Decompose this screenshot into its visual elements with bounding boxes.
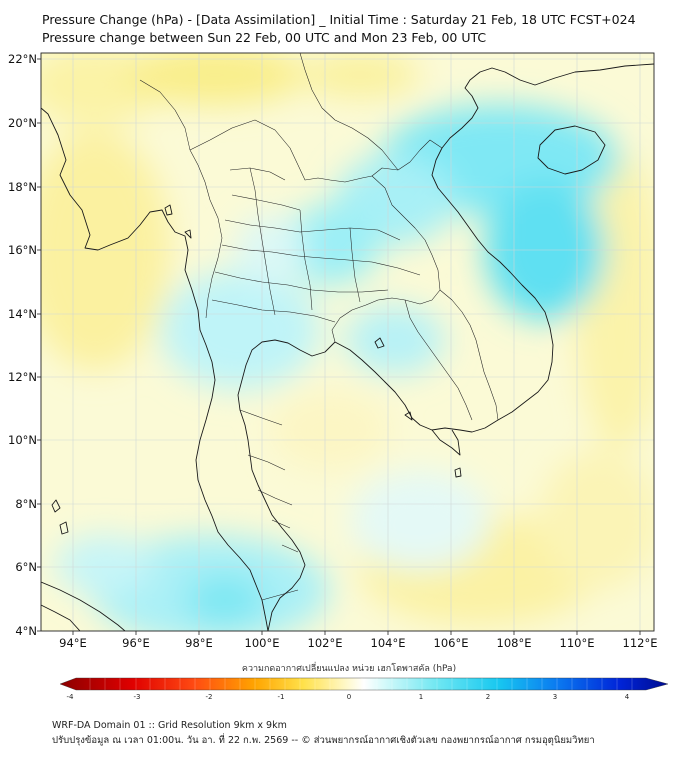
- lat-label: 20°N: [8, 116, 37, 130]
- colorbar-tick: -1: [278, 693, 285, 701]
- lon-label: 112°E: [623, 636, 658, 650]
- latitude-labels: 22°N 20°N 18°N 16°N 14°N 12°N 10°N 8°N 6…: [8, 52, 37, 638]
- lat-label: 14°N: [8, 307, 37, 321]
- lat-label: 18°N: [8, 180, 37, 194]
- chart-title: Pressure Change (hPa) - [Data Assimilati…: [42, 12, 636, 27]
- lon-label: 108°E: [497, 636, 532, 650]
- footer-credit: ปรับปรุงข้อมูล ณ เวลา 01:00น. วัน อา. ที…: [52, 735, 595, 746]
- map-frame: [40, 52, 655, 632]
- graticule: [41, 53, 654, 631]
- admin-borders: [139, 53, 499, 601]
- lon-label: 106°E: [434, 636, 469, 650]
- lat-label: 6°N: [15, 560, 37, 574]
- lon-label: 102°E: [308, 636, 343, 650]
- colorbar-bar: [59, 677, 669, 691]
- footer-model-info: WRF-DA Domain 01 :: Grid Resolution 9km …: [52, 720, 287, 731]
- pressure-field: [41, 53, 654, 631]
- lat-label: 10°N: [8, 433, 37, 447]
- lon-label: 104°E: [371, 636, 406, 650]
- lat-label: 22°N: [8, 52, 37, 66]
- colorbar-title: ความกดอากาศเปลี่ยนแปลง หน่วย เฮกโตพาสคัล…: [242, 661, 456, 674]
- colorbar-tick: 1: [419, 693, 423, 701]
- colorbar-tick: -2: [206, 693, 213, 701]
- chart-subtitle: Pressure change between Sun 22 Feb, 00 U…: [42, 30, 487, 45]
- lon-label: 98°E: [185, 636, 213, 650]
- lon-label: 110°E: [560, 636, 595, 650]
- lat-label: 12°N: [8, 370, 37, 384]
- colorbar-tick: 4: [625, 693, 630, 701]
- colorbar-dividers: [89, 678, 633, 690]
- axis-ticks: [37, 58, 641, 635]
- lat-label: 4°N: [15, 624, 37, 638]
- colorbar-tick: 2: [486, 693, 490, 701]
- colorbar-tick: -4: [67, 693, 75, 701]
- colorbar: ความกดอากาศเปลี่ยนแปลง หน่วย เฮกโตพาสคัล…: [59, 661, 669, 701]
- colorbar-tick: -3: [134, 693, 141, 701]
- lat-label: 16°N: [8, 243, 37, 257]
- lon-label: 94°E: [59, 636, 87, 650]
- lon-label: 100°E: [245, 636, 280, 650]
- lat-label: 8°N: [15, 497, 37, 511]
- longitude-labels: 94°E 96°E 98°E 100°E 102°E 104°E 106°E 1…: [59, 636, 657, 650]
- lon-label: 96°E: [122, 636, 150, 650]
- colorbar-tick: 0: [347, 693, 351, 701]
- colorbar-tick: 3: [553, 693, 557, 701]
- coastlines: [41, 63, 654, 631]
